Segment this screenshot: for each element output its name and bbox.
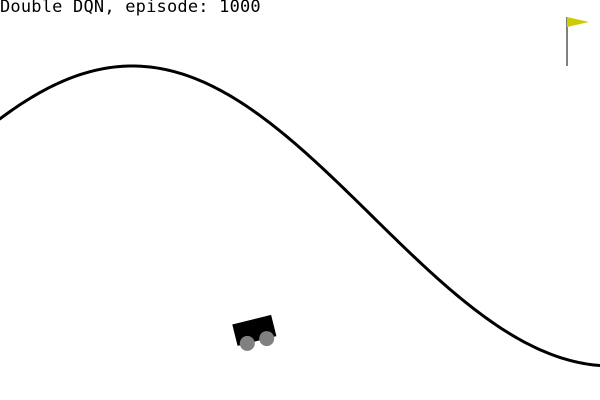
goal-flag <box>567 17 589 66</box>
episode-title: Double DQN, episode: 1000 <box>0 0 261 17</box>
car <box>232 315 278 353</box>
mountain-track <box>0 66 600 366</box>
goal-flag-icon <box>567 17 589 27</box>
